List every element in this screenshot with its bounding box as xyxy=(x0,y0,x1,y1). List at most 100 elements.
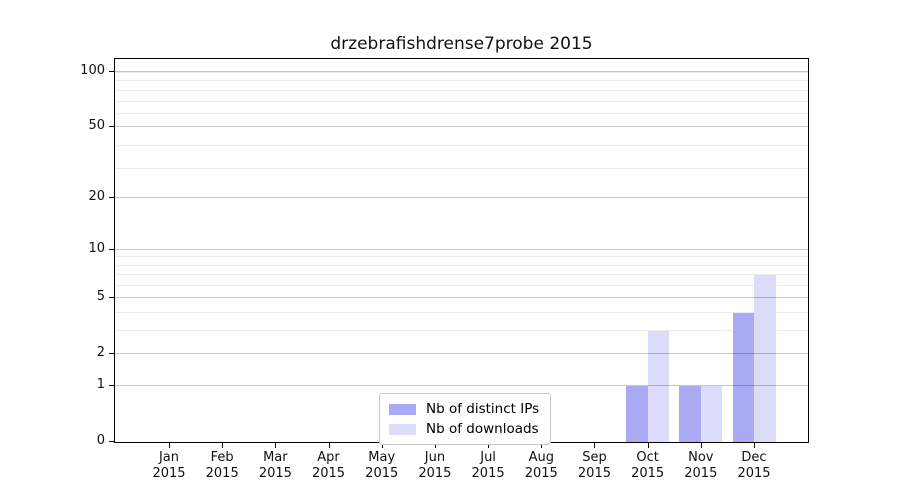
x-tick-month: Oct xyxy=(636,450,659,465)
x-tick-year: 2015 xyxy=(631,466,665,481)
x-tick-year: 2015 xyxy=(152,466,186,481)
gridline-minor xyxy=(115,80,808,82)
x-tick-month: Jun xyxy=(424,450,446,465)
gridline-major xyxy=(115,385,808,387)
y-tick-label: 0 xyxy=(96,433,105,448)
x-tick-mark xyxy=(222,443,224,448)
gridline-major xyxy=(115,352,808,354)
x-tick-mark xyxy=(754,443,755,448)
y-tick-mark xyxy=(109,385,114,387)
x-tick-label: Feb 2015 xyxy=(182,450,262,482)
legend-row: Nb of distinct IPs xyxy=(389,401,539,417)
x-tick-year: 2015 xyxy=(524,466,558,481)
x-tick-label: Nov 2015 xyxy=(661,450,741,482)
x-tick-year: 2015 xyxy=(418,466,452,481)
x-tick-mark xyxy=(594,443,596,448)
gridline-minor xyxy=(115,112,808,114)
bar-distinct-ips xyxy=(732,313,754,442)
x-tick-mark xyxy=(328,443,330,448)
x-tick-month: Aug xyxy=(528,450,554,465)
x-tick-label: Sep 2015 xyxy=(554,450,634,482)
gridline-minor xyxy=(115,329,808,331)
gridline-minor xyxy=(115,312,808,314)
x-tick-month: Mar xyxy=(263,450,288,465)
x-tick-label: Apr 2015 xyxy=(289,450,369,482)
legend-swatch-downloads xyxy=(389,423,416,435)
x-tick-month: Sep xyxy=(582,450,607,465)
bar-distinct-ips xyxy=(679,386,701,442)
bar-downloads xyxy=(647,330,670,442)
x-tick-mark xyxy=(541,443,543,448)
gridline-major xyxy=(115,297,808,299)
x-tick-year: 2015 xyxy=(205,466,239,481)
x-tick-year: 2015 xyxy=(684,466,718,481)
y-tick-label: 1 xyxy=(96,377,105,393)
x-tick-label: Jan 2015 xyxy=(129,450,209,482)
x-tick-label: Jun 2015 xyxy=(395,450,475,482)
x-tick-mark xyxy=(647,443,649,448)
gridline-minor xyxy=(115,256,808,258)
x-tick-year: 2015 xyxy=(311,466,346,481)
legend-swatch-distinct-ips xyxy=(389,403,416,415)
x-tick-mark xyxy=(434,443,436,448)
y-tick-mark xyxy=(109,248,114,250)
x-tick-month: Nov xyxy=(688,450,714,465)
x-tick-label: Dec 2015 xyxy=(714,450,794,482)
gridline-minor xyxy=(115,100,808,102)
y-tick-mark xyxy=(109,297,114,299)
legend: Nb of distinct IPs Nb of downloads xyxy=(379,393,552,445)
y-tick-label: 20 xyxy=(88,189,105,204)
x-tick-year: 2015 xyxy=(577,466,611,481)
bar-distinct-ips xyxy=(626,386,648,442)
x-tick-mark xyxy=(700,443,702,448)
y-tick-label: 100 xyxy=(80,63,105,79)
plot-area: Nb of distinct IPs Nb of downloads xyxy=(114,58,809,445)
x-tick-year: 2015 xyxy=(258,466,292,481)
y-tick-mark xyxy=(109,197,114,198)
x-tick-month: May xyxy=(368,450,396,465)
x-tick-mark xyxy=(381,443,383,448)
gridline-minor xyxy=(115,89,808,91)
y-tick-label: 50 xyxy=(88,117,105,133)
gridline-minor xyxy=(115,145,808,147)
y-tick-mark xyxy=(109,71,114,73)
bar-downloads xyxy=(754,275,776,442)
x-tick-month: Feb xyxy=(210,450,234,465)
gridline-major xyxy=(115,197,808,199)
chart-title: drzebrafishdrense7probe 2015 xyxy=(330,34,593,54)
legend-label: Nb of downloads xyxy=(426,421,539,437)
gridline-major xyxy=(115,125,808,127)
x-tick-label: Mar 2015 xyxy=(235,450,315,482)
legend-label: Nb of distinct IPs xyxy=(426,401,540,417)
gridline-minor xyxy=(115,264,808,266)
y-tick-mark xyxy=(109,125,114,127)
x-tick-mark xyxy=(488,443,490,448)
x-tick-month: Jul xyxy=(480,450,496,465)
y-tick-label: 2 xyxy=(96,344,105,360)
x-tick-year: 2015 xyxy=(471,466,505,481)
x-tick-label: Oct 2015 xyxy=(608,450,688,482)
y-tick-label: 5 xyxy=(96,289,105,305)
gridline-minor xyxy=(115,168,808,170)
x-tick-mark xyxy=(275,443,277,448)
x-tick-label: May 2015 xyxy=(342,450,422,482)
legend-row: Nb of downloads xyxy=(389,421,539,437)
x-tick-year: 2015 xyxy=(365,466,399,481)
x-tick-month: Dec xyxy=(741,450,767,465)
bar-downloads xyxy=(700,386,723,442)
x-tick-month: Apr xyxy=(317,450,340,465)
x-tick-label: Aug 2015 xyxy=(501,450,581,482)
x-tick-month: Jan xyxy=(158,450,180,465)
x-tick-mark xyxy=(169,443,170,448)
y-tick-mark xyxy=(109,441,114,442)
x-tick-label: Jul 2015 xyxy=(448,450,528,482)
gridline-minor xyxy=(115,71,808,73)
gridline-major xyxy=(115,248,808,250)
gridline-major xyxy=(115,71,808,73)
gridline-minor xyxy=(115,274,808,276)
x-tick-year: 2015 xyxy=(737,466,771,481)
y-tick-mark xyxy=(109,352,114,354)
y-tick-label: 10 xyxy=(88,240,105,256)
gridline-minor xyxy=(115,285,808,287)
